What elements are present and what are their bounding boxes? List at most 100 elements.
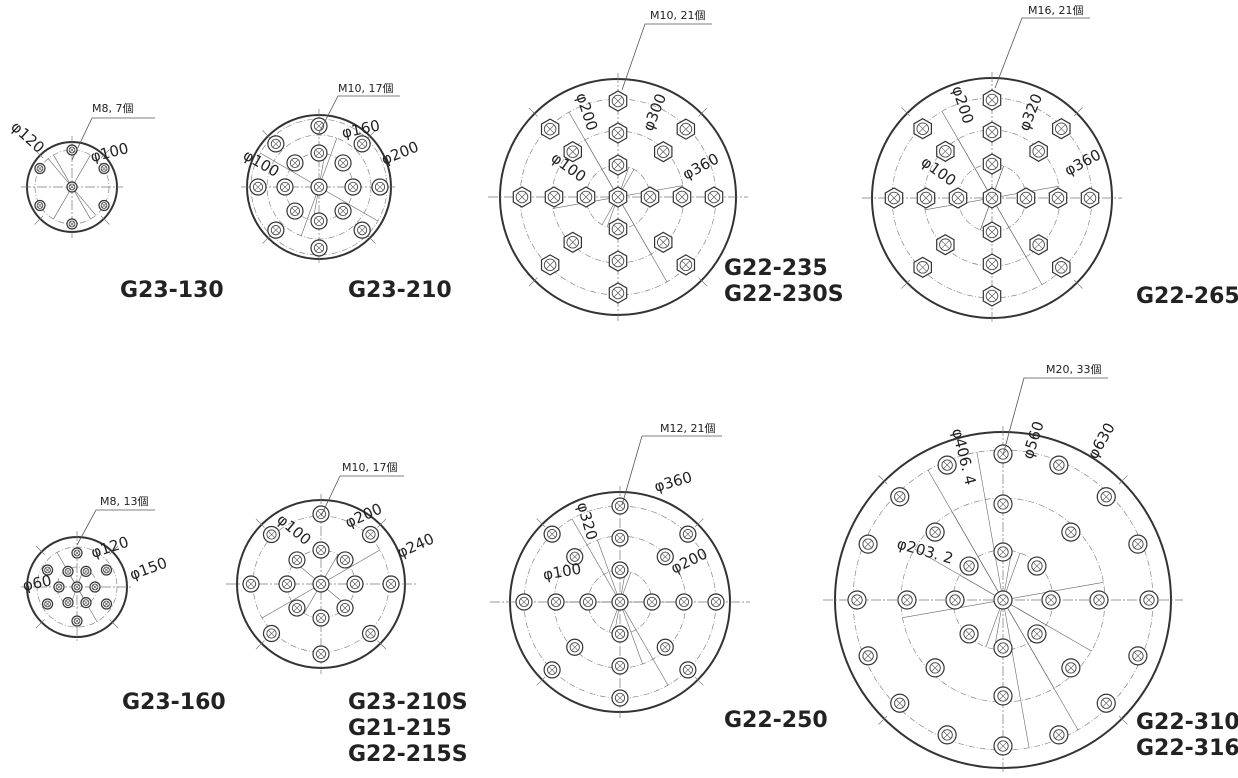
d7-bolt-cross: [684, 666, 692, 674]
d8-bolt-inner: [901, 594, 913, 606]
d4-bolt-inner: [985, 225, 999, 239]
d5-bolt-cross: [92, 584, 98, 590]
d8-bolt-cross: [1033, 562, 1041, 570]
d3-bolt-inner: [611, 126, 625, 140]
d4-bolt-inner: [1019, 191, 1033, 205]
d8-bolt-cross: [895, 492, 904, 501]
d4-bolt-inner: [985, 157, 999, 171]
d6-bolt-inner: [245, 578, 257, 590]
d8-bolt-cross: [864, 540, 872, 548]
d5-bolt-inner: [44, 566, 51, 574]
d8-bolt-inner: [894, 697, 906, 709]
d8-bolt-cross: [943, 461, 951, 469]
d8-bolt-cross: [1102, 699, 1111, 708]
d3-bolt-inner: [579, 190, 593, 204]
d2-bolt-cross: [272, 140, 280, 148]
d3-edge-tick: [698, 277, 708, 287]
d4-bolt-cross: [987, 259, 997, 269]
d6-bolt-cross: [317, 580, 325, 588]
d5-bolt-cross: [104, 567, 109, 573]
d6-bolt-cross: [283, 580, 291, 588]
d4-bolt-cross: [1057, 263, 1066, 272]
d5-dim-2: φ60: [21, 571, 53, 595]
d8-bolt-inner: [1132, 650, 1144, 662]
d4-bolt-cross: [918, 124, 927, 133]
d2-bolt-inner: [289, 205, 301, 217]
d8-bolt-cross: [951, 596, 959, 604]
d5-bolt-inner: [73, 617, 81, 625]
d3-bolt-cross: [613, 192, 623, 202]
d4-edge-tick: [1073, 107, 1083, 117]
d7-bolt-inner: [518, 596, 530, 608]
d7-bolt-cross: [584, 598, 592, 606]
d5-bolt-cross: [45, 601, 50, 607]
d8-bolt-inner: [862, 538, 874, 550]
d8-bolt-inner: [997, 690, 1009, 702]
d1-bolt-inner: [68, 220, 76, 228]
d8-bolt-inner: [997, 594, 1009, 606]
d3-bolt-cross: [613, 256, 623, 266]
d1-bolt-inner: [68, 183, 76, 191]
d8-edge-tick: [1118, 715, 1128, 725]
d7-edge-tick: [536, 518, 546, 528]
d1-bolt-inner: [100, 165, 108, 172]
d8-bolt-inner: [929, 526, 941, 538]
d5-bolt-cross: [83, 600, 89, 605]
d4-bolt-inner: [1032, 145, 1045, 158]
d7-bolt-inner: [547, 529, 558, 540]
d4-bolt-inner: [1055, 261, 1068, 274]
d7-edge-tick: [536, 676, 546, 686]
d3-bolt-cross: [517, 192, 527, 202]
d2-model-0: G23-210: [348, 278, 452, 303]
d4-bolt-cross: [1034, 147, 1043, 156]
d6-bolt-cross: [367, 531, 374, 538]
d6-bolt-cross: [341, 604, 349, 612]
d5-bolt-cross: [74, 618, 80, 624]
d5-bolt-inner: [82, 599, 90, 606]
d7-bolt-inner: [646, 596, 658, 608]
d6-bolt-inner: [315, 508, 327, 520]
d8-bolt-cross: [943, 731, 951, 739]
d8-bolt-cross: [864, 652, 872, 660]
d8-spec-text: M20, 33個: [1046, 363, 1101, 376]
d6-bolt-inner: [385, 578, 397, 590]
d6-bolt-inner: [266, 529, 277, 540]
d4-bolt-inner: [1032, 238, 1045, 251]
d4-bolt-inner: [916, 261, 929, 274]
d8-bolt-inner: [1031, 560, 1043, 572]
d4-bolt-cross: [918, 263, 927, 272]
d2-bolt-inner: [313, 147, 325, 159]
d3-bolt-cross: [568, 147, 577, 156]
d8-bolt-cross: [999, 692, 1007, 700]
d8-edge-tick: [878, 475, 888, 485]
d3-bolt-inner: [547, 190, 561, 204]
d7-spec-text: M12, 21個: [660, 422, 715, 435]
d7-bolt-inner: [678, 596, 690, 608]
d6-model-1: G21-215: [348, 716, 452, 741]
d3-bolt-cross: [659, 238, 668, 247]
d6-edge-tick: [255, 640, 265, 650]
d3-edge-tick: [528, 277, 538, 287]
d6-spec-text: M10, 17個: [342, 461, 397, 474]
d6-bolt-cross: [351, 580, 359, 588]
d2-bolt-inner: [357, 138, 368, 149]
d4-model-label: G22-265: [1136, 284, 1238, 310]
d8-bolt-cross: [1055, 731, 1063, 739]
d1-bolt-cross: [69, 147, 75, 153]
d2-bolt-cross: [339, 159, 347, 167]
d2-bolt-inner: [337, 205, 349, 217]
d1-bolt-cross: [37, 166, 43, 171]
d7-bolt-inner: [682, 529, 693, 540]
d2-bolt-inner: [313, 215, 325, 227]
d7-bolt-cross: [616, 566, 624, 574]
d4-bolt-inner: [1055, 122, 1068, 135]
d8-bolt-cross: [1067, 664, 1075, 672]
d4-bolt-cross: [1057, 124, 1066, 133]
d1-dim-0: φ120: [7, 118, 48, 157]
d3-bolt-cross: [613, 96, 623, 106]
d5-bolt-inner: [103, 600, 110, 608]
d3-model-1: G22-230S: [724, 282, 844, 307]
d7-bolt-cross: [616, 534, 624, 542]
d5-bolt-inner: [64, 568, 72, 575]
